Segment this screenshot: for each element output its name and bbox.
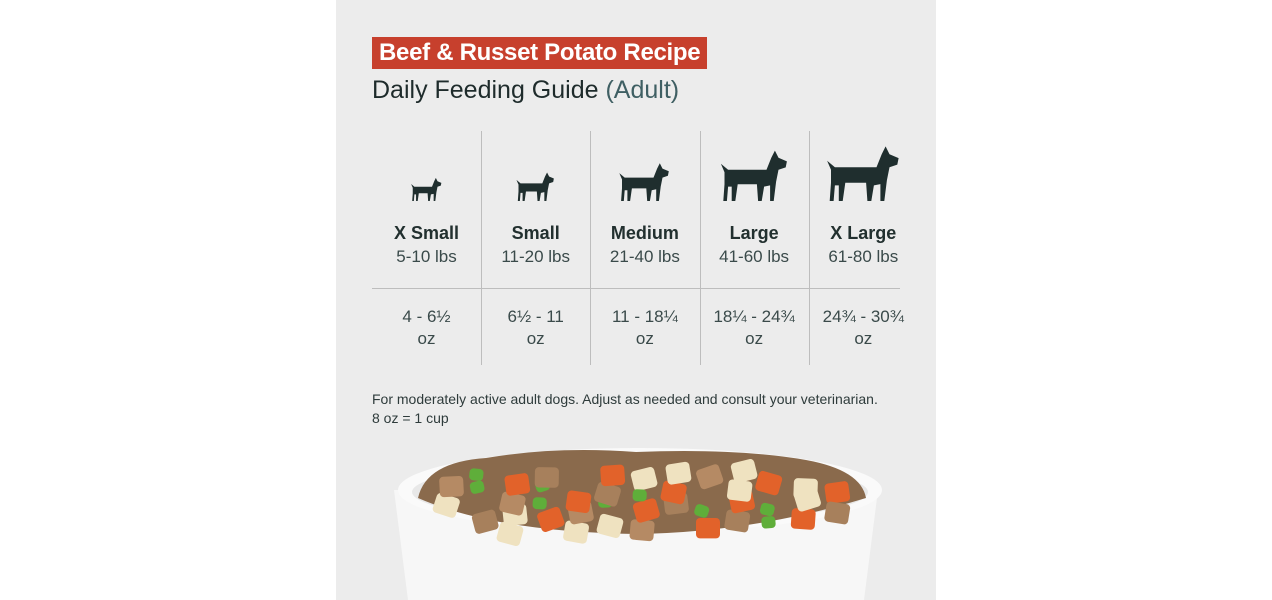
size-label: X Small bbox=[393, 223, 460, 243]
product-panel: Beef & Russet Potato Recipe Daily Feedin… bbox=[336, 0, 936, 600]
food-chunk bbox=[532, 497, 547, 510]
food-chunk bbox=[696, 464, 724, 490]
dog-icon bbox=[619, 163, 670, 201]
food-chunk bbox=[565, 490, 592, 514]
footnote: For moderately active adult dogs. Adjust… bbox=[372, 391, 878, 407]
food-chunk bbox=[759, 502, 775, 517]
food-chunk bbox=[596, 513, 624, 539]
size-label: Small bbox=[511, 223, 560, 243]
food-chunk bbox=[755, 470, 783, 496]
recipe-label: Beef & Russet Potato Recipe bbox=[372, 37, 708, 69]
amount-label: 11 - 18¼ bbox=[611, 307, 678, 326]
food-chunk bbox=[471, 509, 499, 534]
unit-label: oz bbox=[745, 329, 764, 348]
food-chunks bbox=[432, 459, 851, 547]
dog-silhouette bbox=[516, 172, 555, 201]
food-chunk bbox=[537, 506, 565, 533]
food-bowl bbox=[394, 448, 882, 600]
food-chunk bbox=[632, 498, 660, 523]
title-text: Daily Feeding Guide bbox=[372, 76, 599, 104]
column-divider bbox=[481, 131, 483, 365]
weight-label: 11-20 lbs bbox=[501, 247, 571, 266]
amount-label: 24¾ - 30¾ bbox=[822, 307, 904, 326]
guide-title: Daily Feeding Guide (Adult) bbox=[372, 76, 679, 105]
food-chunk bbox=[724, 509, 751, 533]
amount-label: 4 - 6½ bbox=[402, 307, 451, 326]
food-chunk bbox=[594, 481, 621, 507]
food-chunk bbox=[496, 521, 524, 547]
footnote: 8 oz = 1 cup bbox=[372, 410, 449, 426]
dog-icon bbox=[826, 146, 899, 201]
weight-label: 5-10 lbs bbox=[396, 247, 457, 266]
food-chunk bbox=[629, 519, 655, 542]
food-chunk bbox=[694, 504, 710, 518]
food-chunk bbox=[790, 508, 816, 530]
table-column: Medium 21-40 lbs 11 - 18¼ oz bbox=[590, 131, 699, 365]
dog-silhouette bbox=[619, 163, 670, 201]
weight-label: 61-80 lbs bbox=[828, 247, 899, 266]
dog-icon bbox=[720, 150, 787, 201]
dog-icon bbox=[411, 177, 442, 201]
weight-label: 41-60 lbs bbox=[719, 247, 790, 266]
size-label: Medium bbox=[610, 223, 679, 243]
food-chunk bbox=[761, 516, 776, 529]
food-chunk bbox=[726, 479, 753, 502]
unit-label: oz bbox=[417, 329, 436, 348]
food-chunk bbox=[730, 459, 758, 483]
table-column: X Small 5-10 lbs 4 - 6½ oz bbox=[372, 131, 481, 365]
table-column: Large 41-60 lbs 18¼ - 24¾ oz bbox=[700, 131, 809, 365]
table-column: Small 11-20 lbs 6½ - 11 oz bbox=[481, 131, 590, 365]
weight-label: 21-40 lbs bbox=[609, 247, 680, 266]
food-chunk bbox=[469, 480, 485, 494]
unit-label: oz bbox=[635, 329, 654, 348]
column-divider bbox=[590, 131, 592, 365]
food-chunk bbox=[432, 493, 460, 518]
food-chunk bbox=[824, 481, 851, 504]
unit-label: oz bbox=[854, 329, 873, 348]
amount-label: 6½ - 11 bbox=[507, 307, 564, 326]
food-chunk bbox=[793, 478, 818, 500]
food-chunk bbox=[563, 520, 590, 544]
food-chunk bbox=[665, 461, 692, 485]
food-chunk bbox=[469, 468, 484, 481]
food-chunk bbox=[660, 480, 687, 505]
food-chunk bbox=[630, 467, 658, 491]
column-divider bbox=[699, 131, 701, 365]
food-chunk bbox=[499, 491, 526, 516]
dog-silhouette bbox=[411, 177, 442, 201]
food-chunk bbox=[534, 467, 559, 488]
row-divider bbox=[372, 288, 900, 289]
title-note: (Adult) bbox=[605, 76, 680, 104]
food-chunk bbox=[632, 489, 647, 502]
column-divider bbox=[808, 131, 810, 365]
size-label: Large bbox=[729, 223, 779, 243]
amount-label: 18¼ - 24¾ bbox=[713, 307, 795, 326]
food-chunk bbox=[600, 464, 626, 487]
food-chunk bbox=[696, 518, 720, 539]
unit-label: oz bbox=[526, 329, 545, 348]
dog-silhouette bbox=[720, 150, 787, 201]
table-column: X Large 61-80 lbs 24¾ - 30¾ oz bbox=[809, 131, 918, 365]
size-label: X Large bbox=[830, 223, 897, 243]
dog-silhouette bbox=[826, 146, 899, 201]
food-chunk bbox=[504, 473, 531, 496]
food-chunk bbox=[439, 475, 464, 498]
dog-icon bbox=[516, 172, 555, 201]
food-chunk bbox=[824, 501, 851, 525]
